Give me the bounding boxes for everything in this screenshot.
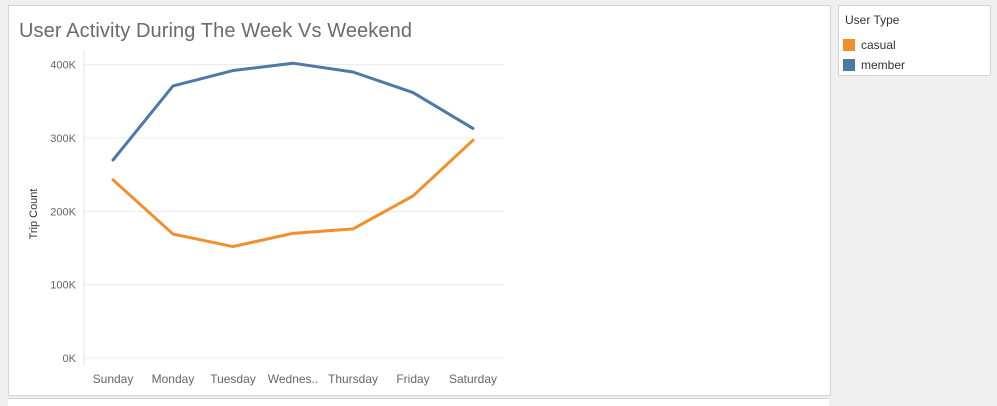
worksheet-panel: User Activity During The Week Vs Weekend… <box>8 5 831 396</box>
y-axis-title: Trip Count <box>28 189 40 240</box>
series-line-casual <box>111 138 475 249</box>
x-tick-label: Tuesday <box>210 372 256 386</box>
x-tick-label: Saturday <box>449 372 497 386</box>
x-tick-label: Wednes.. <box>268 372 318 386</box>
legend-panel: User Type casual member <box>838 5 991 76</box>
series-line-member <box>111 61 475 162</box>
x-tick-label: Sunday <box>93 372 134 386</box>
legend-swatch-member <box>843 59 855 71</box>
legend-label-casual: casual <box>861 38 896 52</box>
y-tick-label: 0K <box>63 353 77 365</box>
legend-item-casual[interactable]: casual <box>843 37 983 53</box>
y-tick-label: 100K <box>50 280 76 292</box>
legend-swatch-casual <box>843 39 855 51</box>
line-chart: 0K 100K 200K 300K 400K Trip Count Sunday Monday… <box>28 50 504 386</box>
bottom-strip <box>8 398 829 406</box>
chart-title: User Activity During The Week Vs Weekend <box>19 20 413 42</box>
x-tick-label: Monday <box>152 372 195 386</box>
legend-item-member[interactable]: member <box>843 57 983 73</box>
legend-title: User Type <box>845 13 900 27</box>
legend-label-member: member <box>861 58 906 72</box>
y-tick-label: 400K <box>50 60 76 72</box>
x-tick-label: Friday <box>396 372 429 386</box>
y-tick-label: 200K <box>50 206 76 218</box>
x-tick-label: Thursday <box>328 372 378 386</box>
y-tick-label: 300K <box>50 133 76 145</box>
